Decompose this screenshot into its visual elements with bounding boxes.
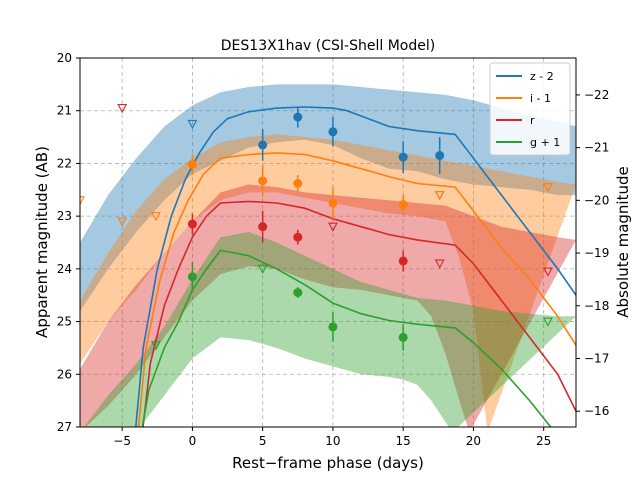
upper-limit-marker (117, 217, 128, 227)
y-right-tick-label: −22 (584, 88, 609, 102)
data-point (398, 200, 408, 210)
y-axis-right-label: Absolute magnitude (614, 166, 632, 317)
x-tick-label: −5 (113, 434, 131, 448)
x-tick-label: 10 (325, 434, 340, 448)
upper-limit-marker (542, 183, 553, 193)
model-curves (134, 106, 576, 427)
y-tick-label: 27 (57, 420, 72, 434)
y-right-tick-label: −19 (584, 246, 609, 260)
data-point (328, 322, 338, 332)
data-point (398, 152, 408, 162)
legend-box (489, 62, 571, 156)
data-point (398, 256, 408, 266)
data-point (187, 159, 197, 169)
y-right-tick-label: −16 (584, 404, 609, 418)
x-tick-label: 0 (189, 434, 197, 448)
y-tick-label: 24 (57, 262, 72, 276)
y-axis-label: Apparent magnitude (AB) (33, 146, 51, 338)
upper-limit-marker (434, 259, 445, 269)
y-tick-label: 26 (57, 367, 72, 381)
legend-label: r (530, 114, 535, 127)
y-tick-label: 25 (57, 315, 72, 329)
y-right-tick-label: −18 (584, 299, 609, 313)
y-right-tick-label: −17 (584, 351, 609, 365)
data-point (258, 176, 268, 186)
upper-limit-marker (542, 317, 553, 327)
x-axis-label: Rest−frame phase (days) (232, 454, 424, 472)
y-axis-left: 20 21 22 23 24 25 26 27 (57, 51, 80, 434)
upper-limit-marker (328, 222, 338, 232)
data-point (328, 127, 338, 137)
data-point (187, 219, 197, 229)
upper-limit-marker (257, 264, 268, 275)
x-tick-label: 15 (396, 434, 411, 448)
model-band (80, 134, 576, 427)
data-point (435, 151, 445, 161)
legend: z - 2 i - 1 r g + 1 (489, 62, 571, 156)
y-right-tick-label: −20 (584, 193, 609, 207)
data-point (293, 112, 303, 122)
data-point (258, 140, 268, 150)
data-point (258, 222, 268, 232)
y-axis-right: −16 −17 −18 −19 −20 −21 −22 (576, 88, 609, 418)
chart-title: DES13X1hav (CSI-Shell Model) (221, 38, 435, 54)
data-point (293, 232, 303, 242)
model-curve (137, 152, 576, 427)
y-tick-label: 21 (57, 104, 72, 118)
y-right-tick-label: −21 (584, 141, 609, 155)
model-curve (141, 249, 552, 427)
data-points (80, 104, 553, 351)
x-tick-label: 20 (466, 434, 481, 448)
x-tick-label: 25 (536, 434, 551, 448)
y-tick-label: 23 (57, 209, 72, 223)
upper-limit-marker (150, 341, 161, 351)
y-tick-label: 22 (57, 156, 72, 170)
model-curve (142, 200, 576, 427)
data-point (187, 272, 197, 282)
model-band (80, 84, 576, 312)
y-tick-label: 20 (57, 51, 72, 65)
data-point (293, 178, 303, 188)
x-axis: −5 0 5 10 15 20 25 (113, 427, 551, 448)
x-tick-label: 5 (259, 434, 267, 448)
upper-limit-marker (117, 104, 128, 114)
upper-limit-marker (187, 119, 198, 130)
upper-limit-marker (150, 212, 161, 222)
upper-limit-marker (80, 196, 85, 206)
upper-limit-marker (434, 191, 445, 201)
data-point (398, 332, 408, 342)
legend-label: g + 1 (530, 136, 560, 149)
upper-limit-marker (542, 267, 553, 277)
data-point (328, 198, 338, 208)
legend-label: i - 1 (530, 92, 551, 105)
model-curve (134, 106, 576, 427)
legend-label: z - 2 (530, 70, 554, 83)
data-point (293, 288, 303, 298)
plot-frame (79, 57, 577, 428)
